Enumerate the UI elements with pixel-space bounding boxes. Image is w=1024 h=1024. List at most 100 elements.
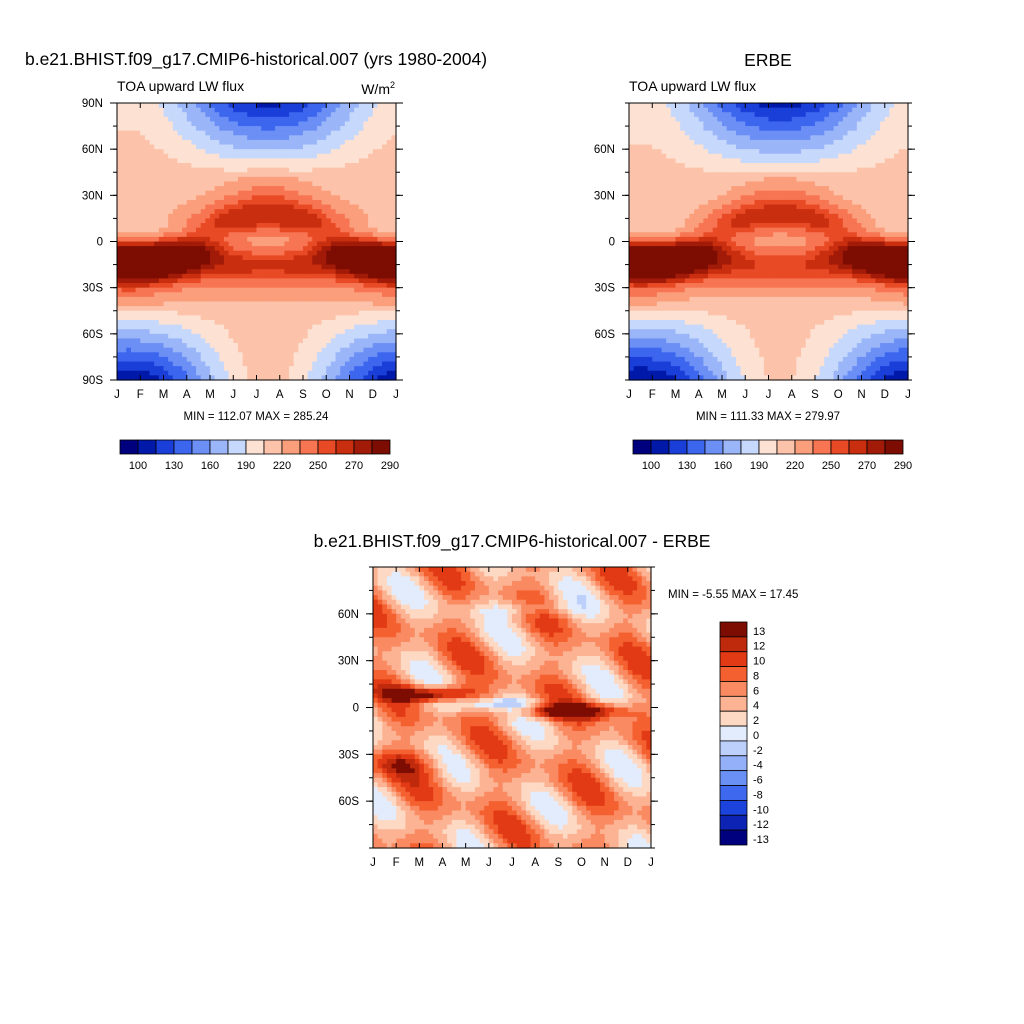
heat-cell: [261, 103, 267, 109]
heat-cell: [303, 167, 309, 173]
heat-cell: [689, 149, 695, 155]
heat-cell: [894, 130, 900, 136]
heat-cell: [838, 130, 844, 136]
heat-cell: [284, 370, 290, 376]
heat-cell: [214, 149, 220, 155]
heat-cell: [377, 278, 383, 284]
heat-cell: [316, 250, 323, 256]
heat-cell: [316, 259, 323, 266]
heat-cell: [386, 103, 392, 109]
heat-cell: [382, 172, 388, 178]
heat-cell: [242, 167, 248, 173]
heat-cell: [363, 246, 369, 252]
heat-cell: [298, 361, 304, 367]
heat-cell: [293, 232, 299, 238]
heat-cell: [293, 116, 299, 123]
heat-cell: [219, 158, 225, 164]
heat-cell: [340, 163, 346, 169]
heat-cell: [261, 218, 267, 224]
heat-cell: [233, 139, 239, 146]
heat-cell: [722, 190, 728, 196]
heat-cell: [391, 190, 397, 196]
heat-cell: [186, 347, 192, 353]
heat-cell: [629, 186, 635, 192]
heat-cell: [154, 375, 160, 381]
heat-cell: [168, 176, 174, 183]
heat-cell: [261, 246, 267, 252]
heat-cell: [210, 338, 216, 344]
heat-cell: [200, 259, 206, 266]
heat-cell: [177, 167, 183, 173]
heat-cell: [354, 158, 360, 164]
heat-cell: [293, 241, 299, 247]
heat-cell: [228, 195, 234, 201]
heat-cell: [791, 186, 797, 192]
heat-cell: [223, 213, 230, 220]
heat-cell: [205, 204, 211, 210]
heat-cell: [815, 167, 821, 173]
heat-cell: [163, 223, 169, 229]
heat-cell: [182, 158, 188, 164]
heat-cell: [735, 121, 742, 127]
heat-cell: [289, 130, 295, 136]
heat-cell: [135, 190, 141, 196]
heat-cell: [270, 135, 276, 141]
heat-cell: [163, 116, 169, 123]
heat-cell: [847, 144, 853, 150]
heat-cell: [330, 370, 337, 376]
heat-cell: [312, 181, 318, 187]
heat-cell: [358, 319, 365, 326]
heat-cell: [126, 273, 132, 280]
heat-cell: [629, 172, 635, 178]
heat-cell: [168, 116, 174, 123]
heat-cell: [372, 186, 378, 192]
heat-cell: [847, 186, 853, 192]
heat-cell: [349, 301, 355, 307]
heat-cell: [163, 130, 169, 136]
heat-cell: [154, 296, 160, 303]
heat-cell: [382, 241, 388, 247]
heat-cell: [191, 361, 197, 367]
heat-cell: [168, 301, 174, 307]
heat-cell: [135, 246, 141, 252]
heat-cell: [265, 199, 272, 206]
heat-cell: [163, 149, 169, 155]
heat-cell: [894, 103, 900, 109]
heat-cell: [214, 227, 220, 233]
heat-cell: [326, 172, 332, 178]
heat-cell: [722, 176, 728, 183]
heat-cell: [773, 116, 779, 123]
heat-cell: [326, 352, 332, 358]
heat-cell: [298, 352, 304, 358]
heat-cell: [861, 158, 867, 164]
heat-cell: [172, 352, 179, 358]
heat-cell: [163, 375, 169, 381]
heat-cell: [126, 199, 132, 206]
heat-cell: [284, 204, 290, 210]
heat-cell: [210, 324, 216, 330]
heat-cell: [377, 223, 383, 229]
heat-cell: [210, 347, 216, 353]
heat-cell: [298, 343, 304, 349]
panel-erbe-subtitle: TOA upward LW flux: [629, 78, 756, 94]
heat-cell: [219, 315, 225, 321]
heat-cell: [698, 144, 704, 150]
heat-cell: [629, 167, 635, 173]
heat-cell: [368, 269, 374, 275]
heat-cell: [377, 153, 383, 159]
heat-cell: [842, 153, 849, 159]
heat-cell: [689, 195, 695, 201]
heat-cell: [205, 139, 211, 146]
heat-cell: [782, 158, 788, 164]
heat-cell: [647, 126, 653, 132]
heat-cell: [889, 167, 895, 173]
heat-cell: [172, 347, 179, 353]
heat-cell: [638, 190, 644, 196]
heat-cell: [377, 195, 383, 201]
heat-cell: [144, 246, 151, 252]
heat-cell: [210, 333, 216, 340]
heat-cell: [270, 250, 276, 256]
heat-cell: [200, 186, 206, 192]
heat-cell: [349, 241, 355, 247]
heat-cell: [386, 139, 392, 146]
